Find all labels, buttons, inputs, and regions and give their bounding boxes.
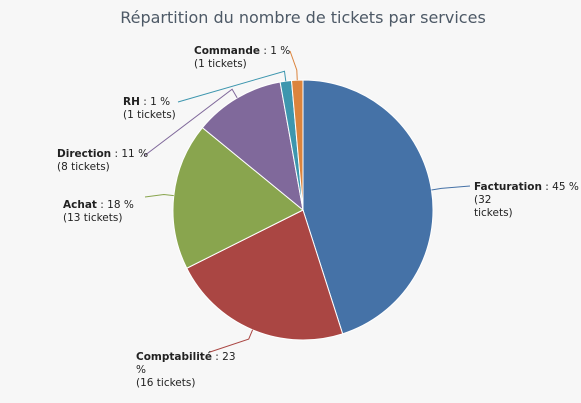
connector-facturation — [431, 185, 471, 191]
chart-title: Répartition du nombre de tickets par ser… — [120, 8, 486, 27]
data-label-commande: Commande : 1 % (1 tickets) — [194, 45, 290, 70]
data-label-comptabilite: Comptabilité : 23% (16 tickets) — [136, 351, 236, 389]
pie-slice-commande[interactable] — [290, 79, 304, 211]
connector-comptabilite — [209, 329, 254, 353]
connector-rh — [177, 70, 287, 103]
pie-slice-direction[interactable] — [201, 81, 304, 212]
connector-commande — [289, 50, 298, 81]
pie-slice-achat[interactable] — [172, 126, 304, 269]
data-label-rh: RH : 1 % (1 tickets) — [123, 96, 176, 121]
data-label-direction: Direction : 11 % (8 tickets) — [57, 148, 148, 173]
data-labels: Facturation : 45 % (32 tickets) Comptabilit… — [57, 45, 579, 389]
connector-achat — [144, 194, 174, 198]
connector-direction — [143, 88, 238, 157]
pie-slice-facturation[interactable] — [302, 79, 434, 335]
data-label-achat: Achat : 18 % (13 tickets) — [63, 199, 134, 224]
data-label-facturation: Facturation : 45 % (32 tickets) — [474, 181, 579, 219]
label-connectors — [143, 50, 471, 353]
pie-slices — [172, 79, 434, 341]
